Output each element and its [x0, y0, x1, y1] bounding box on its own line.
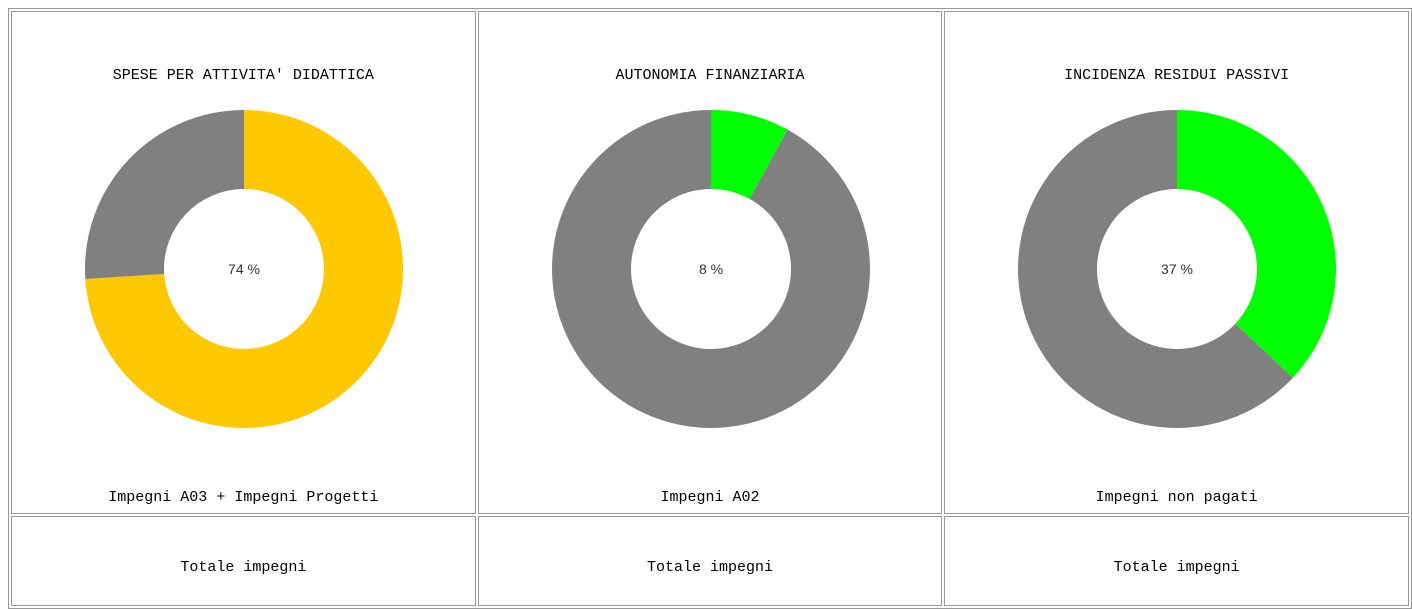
denominator-cell: Totale impegni [944, 516, 1409, 606]
donut-segment [1177, 110, 1337, 378]
numerator-label: Impegni A02 [660, 489, 760, 506]
chart-row: SPESE PER ATTIVITA' DIDATTICA 74 % Impegni… [11, 11, 1409, 514]
donut-segment [710, 110, 788, 199]
chart-cell: INCIDENZA RESIDUI PASSIVI 37 % Impegni non… [944, 11, 1409, 514]
numerator-label: Impegni A03 + Impegni Progetti [108, 489, 379, 506]
chart-cell: SPESE PER ATTIVITA' DIDATTICA 74 % Impegni… [11, 11, 476, 514]
center-label: 74 % [228, 261, 260, 277]
donut-chart: 8 % [551, 110, 870, 428]
indicator-table: SPESE PER ATTIVITA' DIDATTICA 74 % Impegni… [8, 8, 1412, 609]
chart-cell: AUTONOMIA FINANZIARIA 8 % Impegni A02 [477, 11, 943, 514]
donut-chart: 74 % [85, 110, 403, 428]
chart-title: SPESE PER ATTIVITA' DIDATTICA [112, 67, 374, 84]
denominator-label: Totale impegni [646, 559, 773, 576]
chart-title: AUTONOMIA FINANZIARIA [615, 67, 805, 84]
denominator-cell: Totale impegni [11, 516, 476, 606]
denominator-label: Totale impegni [180, 559, 307, 576]
donut-segment [85, 110, 244, 279]
numerator-label: Impegni non pagati [1095, 489, 1258, 506]
chart-title: INCIDENZA RESIDUI PASSIVI [1064, 67, 1290, 84]
donut-segment [551, 110, 870, 428]
center-label: 37 % [1161, 261, 1193, 277]
center-label: 8 % [699, 261, 723, 277]
denominator-cell: Totale impegni [477, 516, 943, 606]
donut-chart: 37 % [1018, 110, 1337, 428]
denominator-label: Totale impegni [1113, 559, 1240, 576]
donut-segment [85, 110, 403, 428]
denominator-row: Totale impegni Totale impegni Totale impeg… [11, 516, 1409, 606]
donut-segment [1018, 110, 1294, 428]
